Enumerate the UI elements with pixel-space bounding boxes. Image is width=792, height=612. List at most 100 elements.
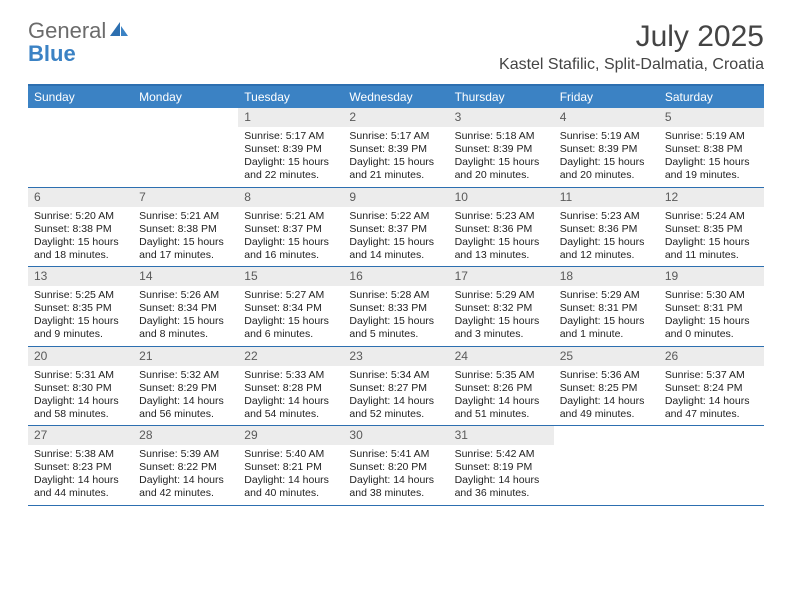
day1-text: Daylight: 14 hours <box>349 474 442 487</box>
day-number: 19 <box>659 267 764 286</box>
sunset-text: Sunset: 8:19 PM <box>455 461 548 474</box>
day-body: Sunrise: 5:17 AMSunset: 8:39 PMDaylight:… <box>238 127 343 187</box>
day2-text: and 11 minutes. <box>665 249 758 262</box>
day-number: 31 <box>449 426 554 445</box>
sunset-text: Sunset: 8:32 PM <box>455 302 548 315</box>
sunrise-text: Sunrise: 5:41 AM <box>349 448 442 461</box>
day-cell: 13Sunrise: 5:25 AMSunset: 8:35 PMDayligh… <box>28 267 133 346</box>
day1-text: Daylight: 15 hours <box>244 156 337 169</box>
day-body: Sunrise: 5:31 AMSunset: 8:30 PMDaylight:… <box>28 366 133 426</box>
sunset-text: Sunset: 8:38 PM <box>34 223 127 236</box>
day-number: 30 <box>343 426 448 445</box>
day-body: Sunrise: 5:25 AMSunset: 8:35 PMDaylight:… <box>28 286 133 346</box>
sunrise-text: Sunrise: 5:42 AM <box>455 448 548 461</box>
day1-text: Daylight: 14 hours <box>455 474 548 487</box>
day-body: Sunrise: 5:41 AMSunset: 8:20 PMDaylight:… <box>343 445 448 505</box>
day-number: 29 <box>238 426 343 445</box>
day-body: Sunrise: 5:21 AMSunset: 8:38 PMDaylight:… <box>133 207 238 267</box>
day-cell <box>659 426 764 505</box>
day2-text: and 49 minutes. <box>560 408 653 421</box>
calendar: Sunday Monday Tuesday Wednesday Thursday… <box>28 84 764 506</box>
day2-text: and 44 minutes. <box>34 487 127 500</box>
day1-text: Daylight: 14 hours <box>349 395 442 408</box>
day-number: 15 <box>238 267 343 286</box>
sunset-text: Sunset: 8:25 PM <box>560 382 653 395</box>
brand-logo: General Blue <box>28 20 130 66</box>
sunset-text: Sunset: 8:21 PM <box>244 461 337 474</box>
sunrise-text: Sunrise: 5:28 AM <box>349 289 442 302</box>
day-cell: 26 Sunrise: 5:37 AMSunset: 8:24 PMDayligh… <box>659 347 764 426</box>
day-body: Sunrise: 5:20 AMSunset: 8:38 PMDaylight:… <box>28 207 133 267</box>
day1-text: Daylight: 14 hours <box>244 395 337 408</box>
sunrise-text: Sunrise: 5:17 AM <box>244 130 337 143</box>
sunrise-text: Sunrise: 5:37 AM <box>665 369 758 382</box>
day1-text: Daylight: 14 hours <box>665 395 758 408</box>
day-number: 9 <box>343 188 448 207</box>
day-body: Sunrise: 5:34 AMSunset: 8:27 PMDaylight:… <box>343 366 448 426</box>
day2-text: and 38 minutes. <box>349 487 442 500</box>
sunset-text: Sunset: 8:39 PM <box>455 143 548 156</box>
sunrise-text: Sunrise: 5:29 AM <box>560 289 653 302</box>
sunset-text: Sunset: 8:34 PM <box>244 302 337 315</box>
day-body: Sunrise: 5:23 AMSunset: 8:36 PMDaylight:… <box>554 207 659 267</box>
dayhead-wed: Wednesday <box>343 86 448 108</box>
day-number: 27 <box>28 426 133 445</box>
day2-text: and 20 minutes. <box>560 169 653 182</box>
sunset-text: Sunset: 8:28 PM <box>244 382 337 395</box>
sunset-text: Sunset: 8:35 PM <box>34 302 127 315</box>
sunrise-text: Sunrise: 5:30 AM <box>665 289 758 302</box>
sunset-text: Sunset: 8:39 PM <box>560 143 653 156</box>
sunrise-text: Sunrise: 5:33 AM <box>244 369 337 382</box>
day-number: 5 <box>659 108 764 127</box>
sunrise-text: Sunrise: 5:39 AM <box>139 448 232 461</box>
sunrise-text: Sunrise: 5:34 AM <box>349 369 442 382</box>
day-cell: 9Sunrise: 5:22 AMSunset: 8:37 PMDaylight… <box>343 188 448 267</box>
sunset-text: Sunset: 8:24 PM <box>665 382 758 395</box>
day2-text: and 1 minute. <box>560 328 653 341</box>
day1-text: Daylight: 15 hours <box>349 236 442 249</box>
day-cell: 27Sunrise: 5:38 AMSunset: 8:23 PMDayligh… <box>28 426 133 505</box>
day2-text: and 14 minutes. <box>349 249 442 262</box>
day1-text: Daylight: 15 hours <box>665 156 758 169</box>
day1-text: Daylight: 15 hours <box>349 156 442 169</box>
day-body: Sunrise: 5:30 AMSunset: 8:31 PMDaylight:… <box>659 286 764 346</box>
day1-text: Daylight: 15 hours <box>244 236 337 249</box>
day-body: Sunrise: 5:29 AMSunset: 8:31 PMDaylight:… <box>554 286 659 346</box>
day-body: Sunrise: 5:29 AMSunset: 8:32 PMDaylight:… <box>449 286 554 346</box>
day2-text: and 40 minutes. <box>244 487 337 500</box>
day-body: Sunrise: 5:19 AMSunset: 8:38 PMDaylight:… <box>659 127 764 187</box>
day-number: 16 <box>343 267 448 286</box>
dayhead-sat: Saturday <box>659 86 764 108</box>
day2-text: and 54 minutes. <box>244 408 337 421</box>
day2-text: and 36 minutes. <box>455 487 548 500</box>
day-cell: 7Sunrise: 5:21 AMSunset: 8:38 PMDaylight… <box>133 188 238 267</box>
day2-text: and 42 minutes. <box>139 487 232 500</box>
sunset-text: Sunset: 8:34 PM <box>139 302 232 315</box>
day-cell: 18Sunrise: 5:29 AMSunset: 8:31 PMDayligh… <box>554 267 659 346</box>
brand-general: General <box>28 18 106 43</box>
sunrise-text: Sunrise: 5:19 AM <box>560 130 653 143</box>
title-block: July 2025 Kastel Stafilic, Split-Dalmati… <box>499 20 764 80</box>
sunrise-text: Sunrise: 5:21 AM <box>244 210 337 223</box>
day-number: 25 <box>554 347 659 366</box>
dayhead-sun: Sunday <box>28 86 133 108</box>
day1-text: Daylight: 15 hours <box>560 315 653 328</box>
sunset-text: Sunset: 8:38 PM <box>665 143 758 156</box>
day-body: Sunrise: 5:21 AMSunset: 8:37 PMDaylight:… <box>238 207 343 267</box>
day2-text: and 51 minutes. <box>455 408 548 421</box>
sunrise-text: Sunrise: 5:35 AM <box>455 369 548 382</box>
day-body: Sunrise: 5:24 AMSunset: 8:35 PMDaylight:… <box>659 207 764 267</box>
day-number: 18 <box>554 267 659 286</box>
week-row: 1Sunrise: 5:17 AMSunset: 8:39 PMDaylight… <box>28 108 764 188</box>
day-cell: 1Sunrise: 5:17 AMSunset: 8:39 PMDaylight… <box>238 108 343 187</box>
day-number: 26 <box>659 347 764 366</box>
day1-text: Daylight: 15 hours <box>560 156 653 169</box>
day-cell: 15Sunrise: 5:27 AMSunset: 8:34 PMDayligh… <box>238 267 343 346</box>
day-number: 12 <box>659 188 764 207</box>
day1-text: Daylight: 14 hours <box>34 395 127 408</box>
day1-text: Daylight: 14 hours <box>139 474 232 487</box>
month-title: July 2025 <box>499 20 764 54</box>
day1-text: Daylight: 15 hours <box>34 236 127 249</box>
day2-text: and 47 minutes. <box>665 408 758 421</box>
day-number: 2 <box>343 108 448 127</box>
